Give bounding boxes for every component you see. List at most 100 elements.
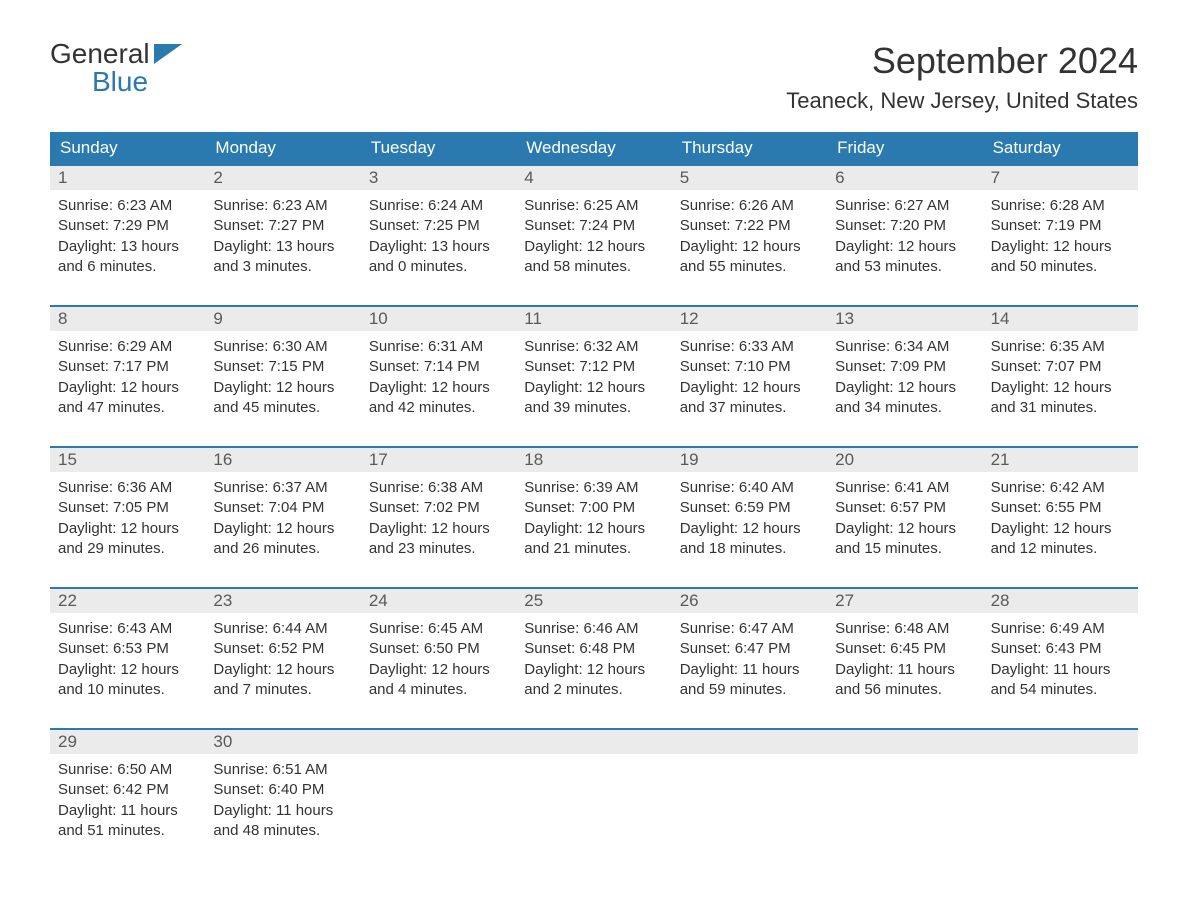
day-details: Sunrise: 6:27 AMSunset: 7:20 PMDaylight:…: [827, 190, 982, 277]
day-detail-line: Sunset: 6:52 PM: [213, 639, 352, 659]
day-detail-line: and 48 minutes.: [213, 821, 352, 841]
day-number: 8: [50, 307, 205, 331]
day-details: Sunrise: 6:47 AMSunset: 6:47 PMDaylight:…: [672, 613, 827, 700]
day-number: 21: [983, 448, 1138, 472]
day-number: [516, 730, 671, 754]
day-detail-line: Sunset: 7:27 PM: [213, 216, 352, 236]
dow-header-cell: Thursday: [672, 132, 827, 164]
day-detail-line: Sunset: 7:07 PM: [991, 357, 1130, 377]
day-number: 18: [516, 448, 671, 472]
day-details: Sunrise: 6:34 AMSunset: 7:09 PMDaylight:…: [827, 331, 982, 418]
dow-header-cell: Friday: [827, 132, 982, 164]
day-detail-line: Daylight: 13 hours: [213, 237, 352, 257]
day-detail-line: Daylight: 12 hours: [524, 237, 663, 257]
day-details: Sunrise: 6:49 AMSunset: 6:43 PMDaylight:…: [983, 613, 1138, 700]
calendar-day-cell: 6Sunrise: 6:27 AMSunset: 7:20 PMDaylight…: [827, 166, 982, 277]
day-number: 6: [827, 166, 982, 190]
day-number: 3: [361, 166, 516, 190]
month-title: September 2024: [786, 40, 1138, 82]
day-detail-line: and 59 minutes.: [680, 680, 819, 700]
day-details: Sunrise: 6:23 AMSunset: 7:27 PMDaylight:…: [205, 190, 360, 277]
day-detail-line: Daylight: 13 hours: [369, 237, 508, 257]
day-detail-line: Sunrise: 6:34 AM: [835, 337, 974, 357]
day-number: 30: [205, 730, 360, 754]
day-detail-line: Sunrise: 6:32 AM: [524, 337, 663, 357]
dow-header-cell: Saturday: [983, 132, 1138, 164]
day-detail-line: Sunset: 6:53 PM: [58, 639, 197, 659]
day-detail-line: Daylight: 12 hours: [213, 660, 352, 680]
day-detail-line: Sunrise: 6:33 AM: [680, 337, 819, 357]
day-number: 29: [50, 730, 205, 754]
calendar-day-cell: 11Sunrise: 6:32 AMSunset: 7:12 PMDayligh…: [516, 307, 671, 418]
day-detail-line: Sunset: 7:15 PM: [213, 357, 352, 377]
day-detail-line: Daylight: 12 hours: [680, 237, 819, 257]
day-detail-line: Daylight: 11 hours: [680, 660, 819, 680]
dow-header-cell: Sunday: [50, 132, 205, 164]
day-detail-line: and 0 minutes.: [369, 257, 508, 277]
day-detail-line: Daylight: 12 hours: [524, 519, 663, 539]
calendar-day-cell: 1Sunrise: 6:23 AMSunset: 7:29 PMDaylight…: [50, 166, 205, 277]
day-detail-line: Daylight: 12 hours: [369, 378, 508, 398]
day-details: Sunrise: 6:25 AMSunset: 7:24 PMDaylight:…: [516, 190, 671, 277]
calendar-day-cell: 22Sunrise: 6:43 AMSunset: 6:53 PMDayligh…: [50, 589, 205, 700]
day-detail-line: Sunset: 7:05 PM: [58, 498, 197, 518]
day-detail-line: Daylight: 11 hours: [991, 660, 1130, 680]
day-details: Sunrise: 6:32 AMSunset: 7:12 PMDaylight:…: [516, 331, 671, 418]
day-details: Sunrise: 6:41 AMSunset: 6:57 PMDaylight:…: [827, 472, 982, 559]
day-detail-line: Sunset: 6:42 PM: [58, 780, 197, 800]
day-detail-line: Daylight: 12 hours: [835, 519, 974, 539]
calendar-day-cell: 21Sunrise: 6:42 AMSunset: 6:55 PMDayligh…: [983, 448, 1138, 559]
calendar-day-cell: [983, 730, 1138, 841]
day-detail-line: Sunset: 7:25 PM: [369, 216, 508, 236]
day-detail-line: Daylight: 12 hours: [58, 519, 197, 539]
day-detail-line: and 45 minutes.: [213, 398, 352, 418]
day-details: Sunrise: 6:48 AMSunset: 6:45 PMDaylight:…: [827, 613, 982, 700]
calendar-day-cell: [516, 730, 671, 841]
day-number: 16: [205, 448, 360, 472]
day-detail-line: Daylight: 12 hours: [524, 660, 663, 680]
day-detail-line: Sunset: 7:12 PM: [524, 357, 663, 377]
day-detail-line: Sunrise: 6:23 AM: [213, 196, 352, 216]
day-of-week-header: SundayMondayTuesdayWednesdayThursdayFrid…: [50, 132, 1138, 164]
day-detail-line: Sunrise: 6:43 AM: [58, 619, 197, 639]
day-detail-line: Sunrise: 6:38 AM: [369, 478, 508, 498]
day-details: Sunrise: 6:43 AMSunset: 6:53 PMDaylight:…: [50, 613, 205, 700]
calendar-week-row: 8Sunrise: 6:29 AMSunset: 7:17 PMDaylight…: [50, 305, 1138, 418]
day-detail-line: Daylight: 12 hours: [213, 378, 352, 398]
calendar-day-cell: 15Sunrise: 6:36 AMSunset: 7:05 PMDayligh…: [50, 448, 205, 559]
calendar-day-cell: 2Sunrise: 6:23 AMSunset: 7:27 PMDaylight…: [205, 166, 360, 277]
day-detail-line: Sunset: 7:09 PM: [835, 357, 974, 377]
day-detail-line: Sunset: 7:17 PM: [58, 357, 197, 377]
day-detail-line: and 21 minutes.: [524, 539, 663, 559]
day-number: 4: [516, 166, 671, 190]
day-number: [827, 730, 982, 754]
calendar-day-cell: [361, 730, 516, 841]
day-detail-line: and 4 minutes.: [369, 680, 508, 700]
day-detail-line: Daylight: 12 hours: [369, 660, 508, 680]
day-number: 10: [361, 307, 516, 331]
day-detail-line: Sunrise: 6:46 AM: [524, 619, 663, 639]
day-details: Sunrise: 6:45 AMSunset: 6:50 PMDaylight:…: [361, 613, 516, 700]
day-detail-line: Sunset: 7:00 PM: [524, 498, 663, 518]
day-detail-line: Sunrise: 6:26 AM: [680, 196, 819, 216]
day-detail-line: and 58 minutes.: [524, 257, 663, 277]
day-details: Sunrise: 6:46 AMSunset: 6:48 PMDaylight:…: [516, 613, 671, 700]
calendar-day-cell: [827, 730, 982, 841]
day-detail-line: Sunrise: 6:45 AM: [369, 619, 508, 639]
calendar-day-cell: 30Sunrise: 6:51 AMSunset: 6:40 PMDayligh…: [205, 730, 360, 841]
calendar-day-cell: 25Sunrise: 6:46 AMSunset: 6:48 PMDayligh…: [516, 589, 671, 700]
calendar-day-cell: 5Sunrise: 6:26 AMSunset: 7:22 PMDaylight…: [672, 166, 827, 277]
day-detail-line: Sunset: 6:45 PM: [835, 639, 974, 659]
day-detail-line: Daylight: 12 hours: [991, 519, 1130, 539]
calendar-day-cell: 23Sunrise: 6:44 AMSunset: 6:52 PMDayligh…: [205, 589, 360, 700]
day-detail-line: Sunrise: 6:51 AM: [213, 760, 352, 780]
day-details: Sunrise: 6:39 AMSunset: 7:00 PMDaylight:…: [516, 472, 671, 559]
calendar-day-cell: 8Sunrise: 6:29 AMSunset: 7:17 PMDaylight…: [50, 307, 205, 418]
day-details: Sunrise: 6:33 AMSunset: 7:10 PMDaylight:…: [672, 331, 827, 418]
logo-word-1: General: [50, 40, 150, 68]
day-details: Sunrise: 6:51 AMSunset: 6:40 PMDaylight:…: [205, 754, 360, 841]
calendar-week-row: 1Sunrise: 6:23 AMSunset: 7:29 PMDaylight…: [50, 164, 1138, 277]
calendar-day-cell: 13Sunrise: 6:34 AMSunset: 7:09 PMDayligh…: [827, 307, 982, 418]
day-detail-line: and 2 minutes.: [524, 680, 663, 700]
calendar-day-cell: 14Sunrise: 6:35 AMSunset: 7:07 PMDayligh…: [983, 307, 1138, 418]
